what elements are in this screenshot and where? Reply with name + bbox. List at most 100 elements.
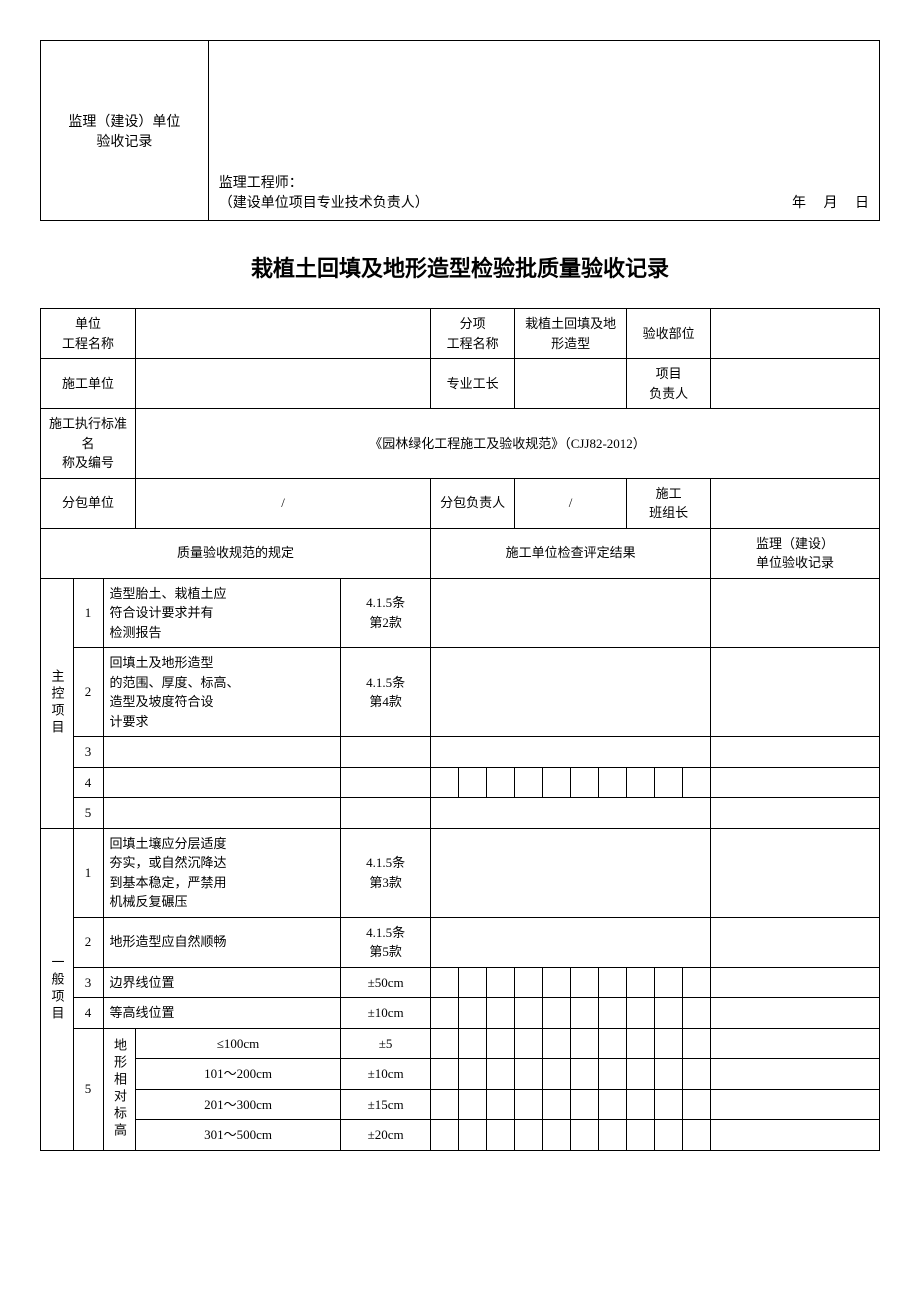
subcontract-lead-label: 分包负责人 [431, 478, 515, 528]
terrain-range-3: 201～300cm [136, 1089, 341, 1120]
data-cell [459, 1059, 487, 1090]
mc-row-3-record [711, 737, 880, 768]
data-cell [571, 1089, 599, 1120]
mc-row-4-record [711, 767, 880, 798]
data-cell [487, 767, 515, 798]
mc-row-5-spec [341, 798, 431, 829]
data-cell [431, 1120, 459, 1151]
standard-label: 施工执行标准名 称及编号 [41, 409, 136, 479]
data-cell [515, 967, 543, 998]
terrain-range-4: 301～500cm [136, 1120, 341, 1151]
supervision-signature-cell: 监理工程师： （建设单位项目专业技术负责人） 年 月 日 [208, 41, 879, 221]
gen-row-1-spec: 4.1.5条 第3款 [341, 828, 431, 917]
person-label: （建设单位项目专业技术负责人） [219, 192, 429, 212]
data-cell [431, 767, 459, 798]
data-cell [655, 1120, 683, 1151]
sub-project-label: 分项 工程名称 [431, 309, 515, 359]
mc-row-1-record [711, 578, 880, 648]
supervision-label-cell: 监理（建设）单位 验收记录 [41, 41, 209, 221]
data-cell [655, 767, 683, 798]
data-cell [627, 1028, 655, 1059]
mc-row-5-record [711, 798, 880, 829]
data-cell [627, 1059, 655, 1090]
data-cell [515, 1059, 543, 1090]
data-cell [683, 1059, 711, 1090]
data-cell [627, 1120, 655, 1151]
data-cell [543, 1059, 571, 1090]
gen-row-4-record [711, 998, 880, 1029]
data-cell [487, 1089, 515, 1120]
gen-row-1-result [431, 828, 711, 917]
data-cell [543, 1120, 571, 1151]
data-cell [543, 998, 571, 1029]
gen-row-5-num: 5 [73, 1028, 103, 1150]
gen-row-4-desc: 等高线位置 [103, 998, 341, 1029]
data-cell [599, 998, 627, 1029]
data-cell [487, 1120, 515, 1151]
data-cell [627, 767, 655, 798]
gen-row-1-record [711, 828, 880, 917]
professional-value [515, 359, 627, 409]
mc-row-5-desc [103, 798, 341, 829]
data-cell [683, 1028, 711, 1059]
unit-project-label: 单位 工程名称 [41, 309, 136, 359]
main-control-label: 主控项目 [41, 578, 74, 828]
data-cell [515, 998, 543, 1029]
data-cell [683, 967, 711, 998]
supervision-record-table: 监理（建设）单位 验收记录 监理工程师： （建设单位项目专业技术负责人） 年 月… [40, 40, 880, 221]
mc-row-2-record [711, 648, 880, 737]
data-cell [543, 1089, 571, 1120]
data-cell [431, 1059, 459, 1090]
terrain-range-2: 101～200cm [136, 1059, 341, 1090]
supervision-record-header: 监理（建设） 单位验收记录 [711, 528, 880, 578]
mc-row-5-result [431, 798, 711, 829]
data-cell [487, 1059, 515, 1090]
data-cell [431, 1089, 459, 1120]
data-cell [515, 1028, 543, 1059]
data-cell [459, 1089, 487, 1120]
data-cell [487, 1028, 515, 1059]
data-cell [627, 1089, 655, 1120]
main-inspection-table: 单位 工程名称 分项 工程名称 栽植土回填及地 形造型 验收部位 施工单位 专业… [40, 308, 880, 1151]
project-lead-value [711, 359, 880, 409]
gen-row-3-desc: 边界线位置 [103, 967, 341, 998]
gen-row-1-desc: 回填土壤应分层适度 夯实，或自然沉降达 到基本稳定，严禁用 机械反复碾压 [103, 828, 341, 917]
data-cell [459, 967, 487, 998]
engineer-label: 监理工程师： [219, 172, 869, 192]
data-cell [599, 1120, 627, 1151]
data-cell [543, 1028, 571, 1059]
mc-row-1-spec: 4.1.5条 第2款 [341, 578, 431, 648]
gen-row-3-record [711, 967, 880, 998]
data-cell [515, 1089, 543, 1120]
mc-row-1-desc: 造型胎土、栽植土应 符合设计要求并有 检测报告 [103, 578, 341, 648]
data-cell [459, 1028, 487, 1059]
accept-part-label: 验收部位 [627, 309, 711, 359]
gen-row-1-num: 1 [73, 828, 103, 917]
mc-row-4-desc [103, 767, 341, 798]
data-cell [459, 998, 487, 1029]
data-cell [655, 998, 683, 1029]
data-cell [515, 1120, 543, 1151]
construct-team-value [711, 478, 880, 528]
date-display: 年 月 日 [792, 192, 869, 212]
mc-row-2-desc: 回填土及地形造型 的范围、厚度、标高、 造型及坡度符合设 计要求 [103, 648, 341, 737]
data-cell [655, 1089, 683, 1120]
gen-row-2-num: 2 [73, 917, 103, 967]
gen-row-4-num: 4 [73, 998, 103, 1029]
data-cell [431, 998, 459, 1029]
data-cell [515, 767, 543, 798]
professional-label: 专业工长 [431, 359, 515, 409]
data-cell [655, 1028, 683, 1059]
mc-row-4-spec [341, 767, 431, 798]
general-label: 一般项目 [41, 828, 74, 1150]
mc-row-3-num: 3 [73, 737, 103, 768]
check-result-header: 施工单位检查评定结果 [431, 528, 711, 578]
construct-unit-value [136, 359, 431, 409]
data-cell [431, 1028, 459, 1059]
data-cell [571, 998, 599, 1029]
terrain-spec-1: ±5 [341, 1028, 431, 1059]
data-cell [543, 967, 571, 998]
data-cell [459, 767, 487, 798]
terrain-record-3 [711, 1089, 880, 1120]
subcontract-lead-value: / [515, 478, 627, 528]
